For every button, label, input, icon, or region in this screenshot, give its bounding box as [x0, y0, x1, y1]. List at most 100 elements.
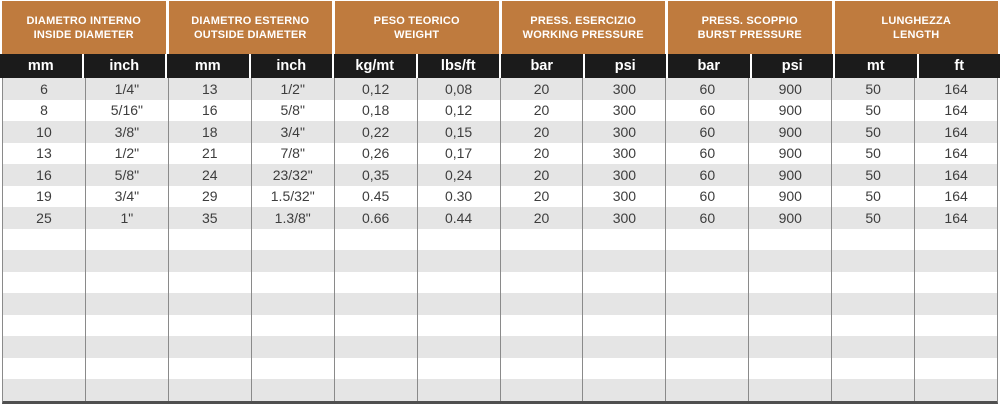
unit-header-cell: mm: [27, 58, 54, 74]
table-cell: [418, 293, 501, 315]
table-cell: 60: [666, 142, 750, 164]
table-cell: 3/4": [86, 185, 169, 207]
table-cell: 23/32": [252, 164, 335, 186]
table-cell: 900: [749, 78, 833, 100]
unit-row: mm inch mm inch kg/mt lbs/ft bar psi bar psi mt ft: [0, 54, 1000, 78]
table-cell: 21: [169, 142, 252, 164]
table-cell: [418, 228, 501, 250]
table-cell: 0,26: [335, 142, 418, 164]
group-title-italian: DIAMETRO ESTERNO: [191, 14, 310, 27]
table-cell: 1": [86, 207, 169, 229]
table-row: 10 3/8" 18 3/4" 0,22 0,15 20 300 60 900 50 164: [3, 121, 997, 143]
table-cell: [252, 357, 335, 379]
table-cell: [666, 228, 750, 250]
table-cell: 50: [832, 142, 916, 164]
unit-header-cell: ft: [916, 54, 1000, 78]
table-cell: [749, 228, 833, 250]
table-row-empty: [3, 336, 997, 358]
table-cell: [418, 314, 501, 336]
table-cell: 16: [3, 164, 86, 186]
group-title-italian: PRESS. ESERCIZIO: [530, 14, 637, 27]
table-cell: [252, 271, 335, 293]
group-title-english: WORKING PRESSURE: [522, 28, 644, 41]
unit-header-cell: inch: [81, 54, 166, 78]
table-cell: 0.66: [335, 207, 418, 229]
table-cell: [335, 271, 418, 293]
table-row-empty: [3, 357, 997, 380]
table-cell: [666, 357, 750, 379]
column-group-header: LUNGHEZZA LENGTH: [834, 1, 998, 54]
table-cell: [501, 379, 584, 401]
table-cell: [666, 314, 750, 336]
table-cell: [335, 336, 418, 358]
table-cell: [749, 314, 833, 336]
unit-header-cell: bar: [666, 54, 750, 78]
table-cell: [501, 314, 584, 336]
table-cell: [832, 228, 916, 250]
table-cell: 900: [749, 121, 833, 143]
table-cell: 164: [944, 102, 968, 119]
table-cell: 24: [169, 164, 252, 186]
table-cell: [583, 336, 667, 358]
table-cell: 20: [501, 78, 584, 100]
table-cell: [335, 293, 418, 315]
group-title-italian: PESO TEORICO: [373, 14, 460, 27]
table-cell: 0,35: [335, 164, 418, 186]
table-cell: 20: [501, 99, 584, 121]
table-cell: [252, 250, 335, 272]
table-cell: [86, 228, 169, 250]
table-cell: [3, 379, 86, 401]
table-cell: 3/8": [86, 121, 169, 143]
table-cell: [501, 293, 584, 315]
group-title-italian: PRESS. SCOPPIO: [701, 14, 798, 27]
table-cell: 60: [666, 78, 750, 100]
table-row-empty: [3, 314, 997, 336]
table-cell: 3/4": [252, 121, 335, 143]
table-body: 6 1/4" 13 1/2" 0,12 0,08 20 300 60 900 50 164 8 5/16"…: [2, 78, 998, 404]
table-cell: [666, 293, 750, 315]
header-row: DIAMETRO INTERNO INSIDE DIAMETER DIAMETRO …: [0, 0, 1000, 54]
table-cell: [915, 358, 997, 380]
table-cell: [583, 314, 667, 336]
table-cell: [252, 336, 335, 358]
unit-header-cell: kg/mt: [332, 54, 416, 78]
table-cell: [3, 336, 86, 358]
table-cell: 35: [169, 207, 252, 229]
table-cell: [3, 250, 86, 272]
table-cell: 164: [944, 188, 968, 205]
table-row: 8 5/16" 16 5/8" 0,18 0,12 20 300 60 900 50 164: [3, 99, 997, 121]
table-cell: 19: [3, 185, 86, 207]
table-cell: 16: [169, 99, 252, 121]
table-cell: [252, 314, 335, 336]
table-cell: [418, 379, 501, 401]
group-title-italian: LUNGHEZZA: [881, 14, 952, 27]
table-cell: 900: [749, 99, 833, 121]
table-cell: 50: [832, 121, 916, 143]
table-cell: 300: [583, 78, 667, 100]
table-cell: [915, 229, 997, 251]
table-cell: [501, 357, 584, 379]
table-cell: 60: [666, 164, 750, 186]
table-cell: [832, 271, 916, 293]
table-cell: 20: [501, 164, 584, 186]
table-cell: 10: [3, 121, 86, 143]
table-cell: [501, 250, 584, 272]
table-cell: 300: [583, 99, 667, 121]
table-cell: [3, 314, 86, 336]
table-cell: 1/4": [86, 78, 169, 100]
table-cell: [915, 293, 997, 315]
table-cell: 164: [944, 80, 968, 97]
table-cell: [583, 293, 667, 315]
table-cell: [86, 357, 169, 379]
table-cell: [335, 314, 418, 336]
table-cell: [832, 293, 916, 315]
table-cell: 20: [501, 142, 584, 164]
unit-header-cell: psi: [582, 54, 667, 78]
table-cell: 0.30: [418, 185, 501, 207]
table-cell: [418, 336, 501, 358]
table-cell: [832, 314, 916, 336]
table-cell: [169, 314, 252, 336]
table-cell: [252, 228, 335, 250]
table-cell: [749, 293, 833, 315]
table-cell: 50: [832, 185, 916, 207]
